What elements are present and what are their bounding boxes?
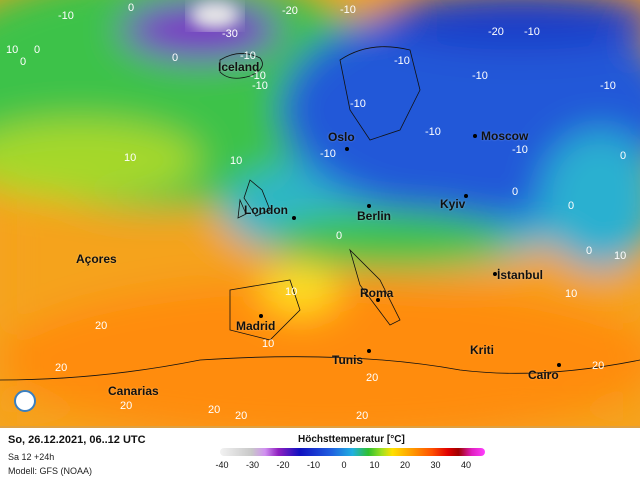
model-run: Sa 12 +24h — [8, 452, 55, 462]
city-label: Roma — [360, 286, 394, 300]
contour-label: 20 — [55, 362, 68, 374]
contour-label: 20 — [235, 410, 248, 422]
contour-label: 20 — [208, 404, 221, 416]
contour-label: 10 — [285, 286, 298, 298]
legend-tick: 0 — [341, 460, 347, 470]
contour-label: -10 — [320, 148, 336, 160]
city-dot — [345, 147, 349, 151]
contour-label: 10 — [124, 152, 137, 164]
contour-label: 10 — [565, 288, 578, 300]
legend-tick: 10 — [369, 460, 380, 470]
contour-label: -10 — [350, 98, 366, 110]
legend-tick: -20 — [276, 460, 290, 470]
contour-label: -10 — [58, 10, 74, 22]
contour-label: -10 — [252, 80, 268, 92]
contour-label: -30 — [222, 28, 238, 40]
contour-label: 0 — [620, 150, 627, 162]
contour-label: -10 — [425, 126, 441, 138]
forecast-date: So, 26.12.2021, 06..12 UTC — [8, 434, 146, 446]
city-label: Madrid — [236, 319, 276, 333]
legend-tick: -10 — [306, 460, 321, 470]
contour-label: 10 — [6, 44, 19, 56]
legend-tick: 30 — [430, 460, 441, 470]
city-label: London — [244, 203, 288, 217]
contour-label: 20 — [120, 400, 133, 412]
contour-label: 20 — [356, 410, 369, 422]
contour-label: -10 — [240, 50, 256, 62]
contour-label: 0 — [336, 230, 343, 242]
contour-label: 0 — [34, 44, 41, 56]
city-dot — [557, 363, 561, 367]
contour-label: 20 — [592, 360, 605, 372]
city-dot — [367, 204, 371, 208]
legend-title: Höchsttemperatur [°C] — [298, 434, 405, 445]
legend-tick: 40 — [460, 460, 472, 470]
city-label: Iceland — [218, 60, 260, 74]
contour-label: -20 — [488, 26, 504, 38]
city-label: Kyiv — [440, 197, 466, 211]
city-label: Kriti — [470, 343, 494, 357]
contour-label: -20 — [282, 5, 298, 17]
temperature-map[interactable]: Iceland Oslo Moscow London Berlin Kyiv A… — [0, 0, 640, 426]
contour-label: -10 — [340, 4, 356, 16]
contour-label: 20 — [95, 320, 108, 332]
contour-label: 0 — [512, 186, 519, 198]
city-label: Canarias — [108, 384, 159, 398]
city-label: Tunis — [332, 353, 364, 367]
legend-tick: -40 — [215, 460, 229, 470]
contour-label: 0 — [172, 52, 179, 64]
contour-label: 10 — [614, 250, 627, 262]
city-dot — [292, 216, 296, 220]
city-label: Açores — [76, 252, 117, 266]
city-dot — [259, 314, 263, 318]
contour-label: -10 — [524, 26, 540, 38]
city-label: Cairo — [528, 368, 559, 382]
city-label: Berlin — [357, 209, 392, 223]
legend-tick: -30 — [245, 460, 260, 470]
contour-label: -10 — [472, 70, 488, 82]
city-dot — [464, 194, 468, 198]
logo-icon — [14, 390, 36, 412]
city-dot — [376, 298, 380, 302]
contour-label: -10 — [512, 144, 528, 156]
city-label: Oslo — [328, 130, 355, 144]
contour-label: -10 — [250, 70, 266, 82]
contour-label: 20 — [366, 372, 379, 384]
contour-label: 0 — [128, 2, 135, 14]
contour-label: 10 — [230, 155, 243, 167]
city-label: İstanbul — [497, 268, 544, 282]
contour-label: -10 — [394, 55, 410, 67]
greenland-ice — [190, 1, 240, 29]
city-dot — [493, 272, 497, 276]
city-dot — [367, 349, 371, 353]
temperature-field — [0, 0, 640, 426]
contour-label: 0 — [20, 56, 27, 68]
model-name: Modell: GFS (NOAA) — [8, 466, 93, 476]
contour-label: 10 — [262, 338, 275, 350]
contour-label: 0 — [586, 245, 593, 257]
city-label: Moscow — [481, 129, 529, 143]
legend-tick: 20 — [399, 460, 411, 470]
legend-colorbar — [220, 448, 485, 456]
contour-label: 0 — [568, 200, 575, 212]
coastlines — [0, 46, 640, 381]
contour-label: -10 — [600, 80, 616, 92]
footer: So, 26.12.2021, 06..12 UTC Sa 12 +24h Mo… — [0, 426, 640, 478]
city-dot — [473, 134, 477, 138]
